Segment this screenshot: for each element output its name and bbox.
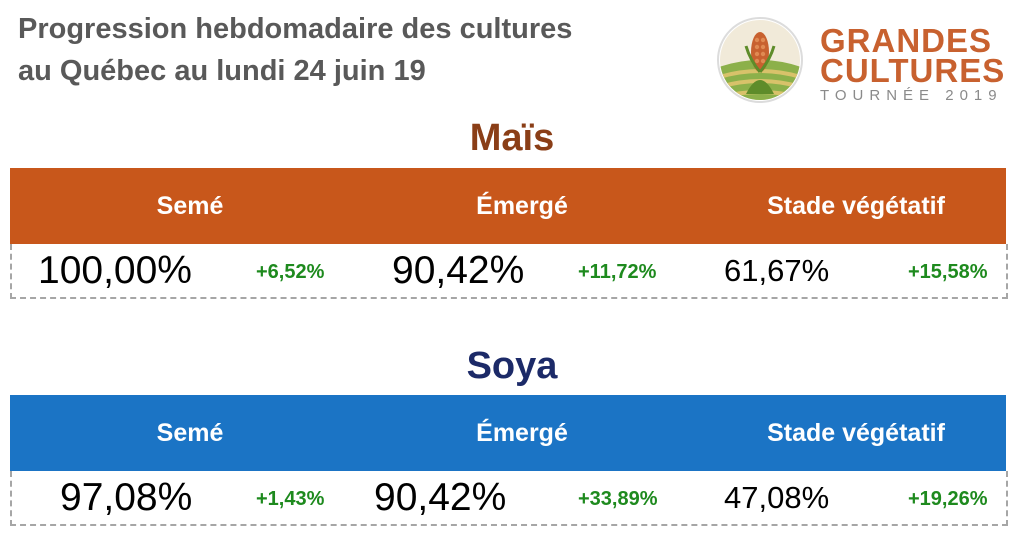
mais-header-seme: Semé <box>156 192 224 220</box>
mais-values-row: 100,00% +6,52% 90,42% +11,72% 61,67% +15… <box>10 244 1008 299</box>
soya-change-emerge: +33,89% <box>578 488 658 510</box>
page-title: Progression hebdomadaire des cultures au… <box>18 8 572 92</box>
soya-header-emerge: Émergé <box>476 419 568 447</box>
mais-header-stade-vegetatif: Stade végétatif <box>767 192 945 220</box>
soya-value-stade-vegetatif: 47,08% <box>724 480 830 515</box>
title-line-2: au Québec au lundi 24 juin 19 <box>18 55 426 87</box>
soya-change-seme: +1,43% <box>256 488 325 510</box>
mais-title: Maïs <box>469 117 555 159</box>
soya-header-stade-vegetatif: Stade végétatif <box>767 419 945 447</box>
title-line-1: Progression hebdomadaire des cultures <box>18 13 573 45</box>
soya-header-band: Semé Émergé Stade végétatif <box>10 395 1006 471</box>
soya-values-row: 97,08% +1,43% 90,42% +33,89% 47,08% +19,… <box>10 471 1008 526</box>
mais-change-emerge: +11,72% <box>578 261 657 283</box>
mais-header-band: Semé Émergé Stade végétatif <box>10 168 1006 244</box>
mais-value-stade-vegetatif: 61,67% <box>724 253 830 288</box>
logo-text-cultures: CULTURES <box>820 52 1006 89</box>
soya-change-stade-vegetatif: +19,26% <box>908 488 988 510</box>
mais-value-emerge: 90,42% <box>392 249 525 292</box>
mais-change-seme: +6,52% <box>256 261 325 283</box>
mais-value-seme: 100,00% <box>38 249 192 292</box>
mais-change-stade-vegetatif: +15,58% <box>908 261 988 283</box>
logo-text-grandes: GRANDES <box>820 22 993 59</box>
corn-field-logo-icon <box>717 17 803 103</box>
mais-header-emerge: Émergé <box>476 192 568 220</box>
logo-text-tournee: TOURNÉE 2019 <box>820 87 1003 104</box>
soya-title: Soya <box>466 345 558 387</box>
soya-value-seme: 97,08% <box>60 476 193 519</box>
grandes-cultures-logo: GRANDES CULTURES TOURNÉE 2019 <box>716 16 1016 106</box>
soya-value-emerge: 90,42% <box>374 476 507 519</box>
soya-header-seme: Semé <box>156 419 224 447</box>
